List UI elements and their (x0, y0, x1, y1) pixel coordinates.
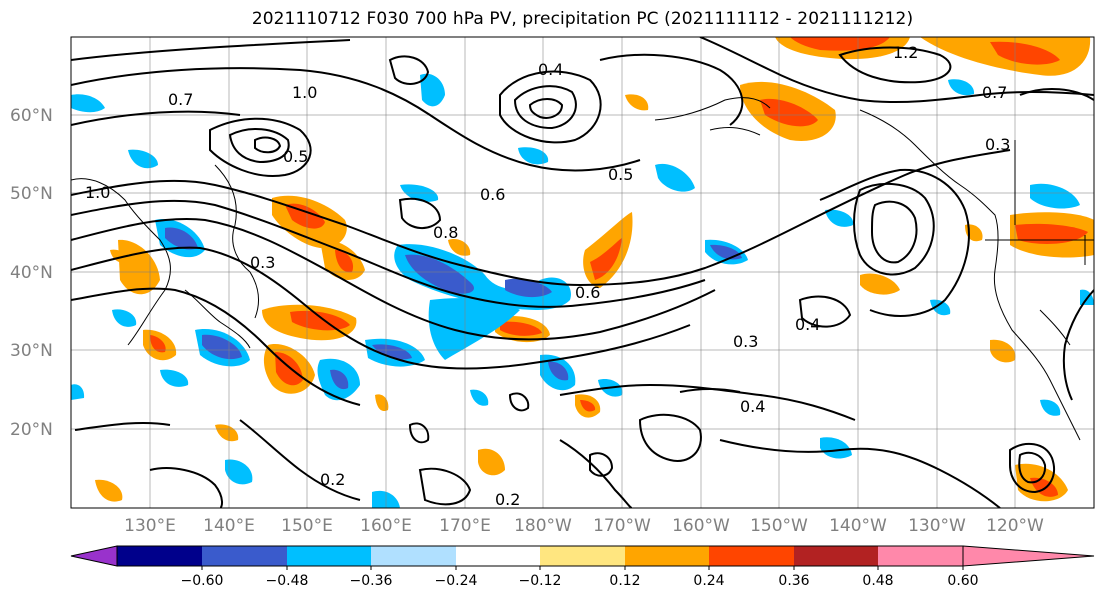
colorbar-segment (202, 546, 287, 566)
lon-label-150e: 150°E (281, 516, 333, 536)
lon-label-130e: 130°E (124, 516, 176, 536)
contour-label: 0.5 (283, 147, 308, 166)
contour-label: 0.3 (733, 332, 758, 351)
contour-label: 0.3 (250, 253, 275, 272)
contour-label: 0.2 (495, 490, 520, 509)
contour-label: 0.4 (740, 397, 765, 416)
contour-label: 0.7 (168, 90, 193, 109)
contour-label: 0.4 (538, 60, 563, 79)
precipitation-shading (71, 37, 1094, 508)
contour-label: 0.4 (795, 315, 820, 334)
colorbar: −0.60 −0.48 −0.36 −0.24 −0.12 0.12 0.24 … (70, 545, 1095, 589)
contour-labels: 0.7 1.0 0.5 0.3 0.8 0.6 0.4 0.2 1.2 0.7 … (85, 43, 1010, 509)
longitude-labels: 130°E 140°E 150°E 160°E 170°E 180°W 170°… (124, 516, 1044, 536)
colorbar-extend-right (962, 545, 1095, 567)
colorbar-tick-label: −0.48 (266, 573, 309, 589)
lat-label-20n: 20°N (10, 420, 53, 440)
lon-label-130w: 130°W (908, 516, 966, 536)
latitude-labels: 60°N 50°N 40°N 30°N 20°N (10, 106, 53, 440)
lat-label-30n: 30°N (10, 341, 53, 361)
lat-label-50n: 50°N (10, 184, 53, 204)
lon-label-140e: 140°E (203, 516, 255, 536)
contour-label: 0.6 (480, 185, 505, 204)
colorbar-segment (287, 546, 371, 566)
colorbar-segment (540, 546, 625, 566)
lat-label-40n: 40°N (10, 263, 53, 283)
colorbar-tick-label: −0.24 (435, 573, 478, 589)
map-frame (70, 36, 1095, 509)
contour-label: 0.8 (433, 223, 458, 242)
map-title: 2021110712 F030 700 hPa PV, precipitatio… (251, 9, 914, 29)
contour-label: 1.0 (85, 183, 110, 202)
lon-label-150w: 150°W (750, 516, 808, 536)
colorbar-segment (371, 546, 456, 566)
lon-label-170w: 170°W (593, 516, 651, 536)
colorbar-extend-left (70, 545, 118, 567)
colorbar-tick-label: 0.48 (862, 573, 893, 589)
lon-label-180w: 180°W (514, 516, 572, 536)
pv-contours (71, 37, 1094, 508)
contour-label: 0.2 (320, 470, 345, 489)
colorbar-tick-label: −0.60 (181, 573, 224, 589)
lon-label-160w: 160°W (672, 516, 730, 536)
lon-label-120w: 120°W (986, 516, 1044, 536)
lon-label-160e: 160°E (360, 516, 412, 536)
lon-label-170e: 170°E (439, 516, 491, 536)
contour-label: 0.6 (575, 283, 600, 302)
colorbar-segment (878, 546, 963, 566)
colorbar-tick-label: 0.60 (947, 573, 978, 589)
contour-label: 1.2 (893, 43, 918, 62)
colorbar-segment (456, 546, 540, 566)
contour-label: 0.7 (982, 83, 1007, 102)
contour-label: 1.0 (292, 83, 317, 102)
colorbar-tick-label: 0.24 (693, 573, 724, 589)
contour-label: 0.3 (985, 135, 1010, 154)
lat-label-60n: 60°N (10, 106, 53, 126)
colorbar-segment (625, 546, 709, 566)
colorbar-segment (117, 546, 202, 566)
colorbar-tick-label: −0.12 (519, 573, 562, 589)
colorbar-ticks (201, 566, 964, 570)
contour-label: 0.5 (608, 165, 633, 184)
colorbar-tick-label: −0.36 (350, 573, 393, 589)
coastlines (71, 97, 1094, 441)
lon-label-140w: 140°W (829, 516, 887, 536)
colorbar-tick-label: 0.12 (609, 573, 640, 589)
colorbar-segment (794, 546, 878, 566)
grid-lines (71, 37, 1094, 508)
colorbar-segment (709, 546, 794, 566)
colorbar-tick-label: 0.36 (778, 573, 809, 589)
